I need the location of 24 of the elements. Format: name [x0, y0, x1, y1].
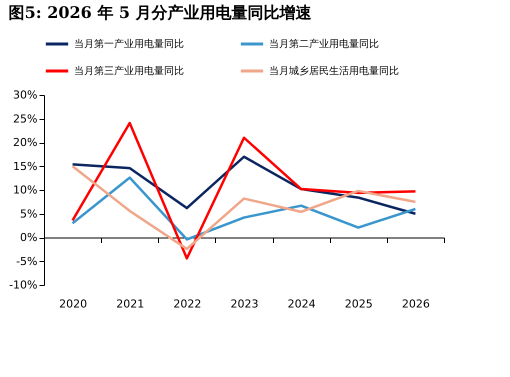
x-tick-label: 2025 — [344, 298, 373, 310]
y-tick-label: 30% — [13, 88, 38, 102]
legend-label: 当月第二产业用电量同比 — [269, 38, 379, 50]
y-tick-label: 20% — [13, 136, 38, 149]
line-series — [71, 165, 417, 250]
legend-label: 当月城乡居民生活用电量同比 — [269, 65, 399, 77]
x-tick-label: 2020 — [59, 298, 88, 310]
line-series — [71, 176, 417, 241]
y-tick-label: 5% — [20, 207, 38, 220]
x-tick-label: 2021 — [116, 298, 144, 310]
y-tick-label: 15% — [13, 160, 38, 173]
x-tick-label: 2023 — [230, 298, 258, 310]
y-tick-label: 0% — [20, 231, 38, 244]
x-tick-label: 2022 — [173, 298, 202, 310]
y-tick-label: 25% — [13, 112, 38, 126]
chart-title: 图5: 2026 年 5 月分产业用电量同比增速 — [8, 3, 313, 22]
x-tick-label: 2024 — [288, 298, 316, 310]
y-tick-label: -10% — [9, 278, 38, 292]
legend-label: 当月第一产业用电量同比 — [74, 38, 184, 50]
y-tick-label: -5% — [16, 254, 38, 268]
x-tick-label: 2026 — [402, 298, 430, 310]
y-tick-label: 10% — [13, 184, 38, 196]
line-series — [71, 122, 417, 260]
legend-label: 当月第三产业用电量同比 — [74, 65, 184, 77]
